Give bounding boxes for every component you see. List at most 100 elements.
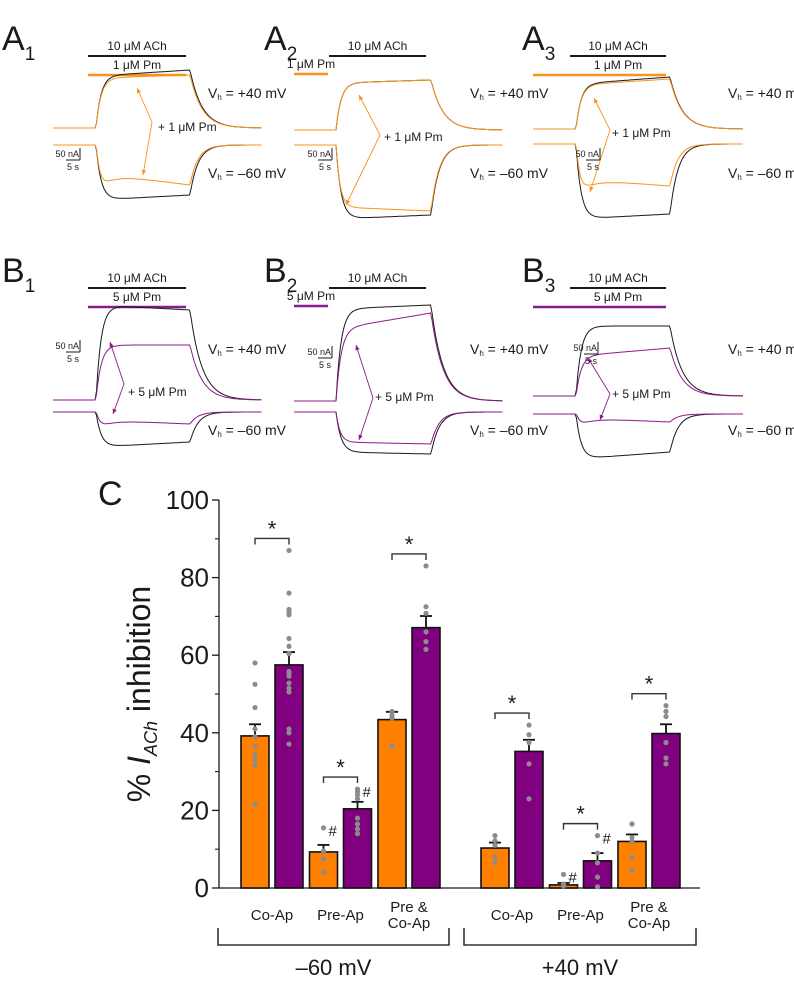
- pm-trace-plus40: [533, 78, 743, 130]
- data-point: [354, 815, 361, 821]
- group-label: +40 mV: [542, 955, 619, 980]
- vh-subscript: h: [737, 93, 741, 102]
- vh-subscript: h: [217, 430, 221, 439]
- panel-label: B1: [2, 252, 35, 297]
- scale-time-label: 5 s: [585, 356, 598, 366]
- pm-trace-plus40: [294, 312, 503, 402]
- data-point: [354, 821, 361, 827]
- category-pre-ap: # # * Pre-Ap: [308, 755, 373, 924]
- vh-value: = –60 mV: [484, 422, 549, 438]
- vh-value: = +40 mV: [222, 85, 287, 101]
- ach-application-label: 10 μM ACh: [348, 39, 408, 53]
- vh-value: = +40 mV: [742, 85, 794, 101]
- annotation-arrow-down: [589, 129, 611, 193]
- pm-trace-minus60: [533, 143, 743, 187]
- panel-label-subscript: 2: [287, 276, 298, 297]
- significance-star: *: [508, 691, 517, 716]
- scale-time-label: 5 s: [319, 360, 332, 370]
- pm-effect-annotation: + 5 μM Pm: [612, 387, 671, 401]
- bar-group-minus60: *Co-Ap##*Pre-Ap*Pre &Co-Ap–60 mV: [217, 516, 450, 980]
- panel-label: A1: [2, 20, 35, 65]
- arrowhead-icon: [588, 358, 593, 364]
- vh-subscript: h: [737, 430, 741, 439]
- category-label: Co-Ap: [251, 907, 294, 924]
- pm-application-label: 1 μM Pm: [287, 57, 335, 71]
- data-point: [629, 821, 635, 827]
- data-point: [663, 755, 669, 761]
- vh-subscript: h: [217, 93, 221, 102]
- ach-application-label: 10 μM ACh: [107, 271, 167, 285]
- vh-value: = +40 mV: [222, 341, 287, 357]
- vh-subscript: h: [479, 173, 483, 182]
- hash-significance-marker: #: [329, 823, 338, 840]
- scale-current-label: 50 nA: [55, 149, 79, 159]
- annotation-arrow-up: [587, 357, 611, 395]
- data-point: [252, 726, 258, 732]
- panel-label-subscript: 3: [545, 276, 556, 297]
- significance-bracket: [322, 776, 359, 784]
- category-pre-co-ap: * Pre &Co-Ap: [377, 532, 441, 932]
- ach-application-label: 10 μM ACh: [588, 271, 648, 285]
- data-point: [286, 685, 292, 691]
- vh-value: = –60 mV: [484, 165, 549, 181]
- data-point: [286, 612, 292, 618]
- pm-effect-annotation: + 1 μM Pm: [158, 120, 217, 134]
- category-co-ap: * Co-Ap: [240, 516, 304, 924]
- annotation-arrow-up: [136, 87, 153, 123]
- vh-plus40-label: Vh = +40 mV: [470, 341, 549, 358]
- data-point: [629, 867, 635, 874]
- vh-plus40-label: Vh = +40 mV: [470, 85, 549, 102]
- category-label: Co-Ap: [491, 907, 534, 924]
- trace-panel-a3: A3 10 μM ACh 1 μM Pm + 1 μM Pm Vh = +40 mV Vh…: [522, 20, 794, 218]
- data-point: [492, 838, 498, 844]
- data-point: [492, 854, 498, 860]
- data-point: [286, 651, 292, 657]
- vh-subscript: h: [479, 93, 483, 102]
- pm-trace-plus40: [53, 344, 262, 401]
- vh-minus60-label: Vh = –60 mV: [208, 422, 287, 439]
- vh-value: = –60 mV: [742, 422, 794, 438]
- data-point: [423, 629, 429, 635]
- vh-minus60-label: Vh = –60 mV: [208, 165, 287, 182]
- category-label: Pre &: [390, 899, 428, 916]
- data-point: [594, 860, 601, 866]
- y-tick-label: 40: [180, 718, 209, 748]
- data-point: [252, 681, 258, 687]
- pm-application-label: 5 μM Pm: [113, 290, 161, 304]
- data-point: [354, 826, 361, 832]
- arrowhead-icon: [589, 186, 594, 192]
- data-point: [354, 796, 361, 802]
- annotation-arrow-down: [112, 383, 125, 415]
- data-point: [492, 833, 498, 839]
- data-point: [526, 732, 532, 738]
- vh-subscript: h: [737, 173, 741, 182]
- y-axis-label-subscript: ACh: [141, 721, 161, 757]
- data-point: [663, 739, 669, 746]
- data-point: [629, 854, 635, 860]
- data-point: [286, 590, 292, 596]
- hash-significance-marker: #: [569, 869, 578, 886]
- y-axis-label-italic: I: [121, 756, 157, 765]
- data-point: [252, 660, 258, 666]
- control-trace-plus40: [533, 325, 743, 397]
- vh-subscript: h: [479, 430, 483, 439]
- data-point: [663, 761, 669, 767]
- pm-application-label: 5 μM Pm: [287, 289, 335, 303]
- pm-trace-minus60: [53, 144, 262, 186]
- data-point: [320, 869, 327, 876]
- data-point: [320, 825, 327, 831]
- arrowhead-icon: [358, 434, 363, 440]
- y-tick-label: 60: [180, 640, 209, 670]
- vh-subscript: h: [479, 349, 483, 358]
- panel-label-subscript: 3: [545, 44, 556, 65]
- data-point: [320, 848, 327, 854]
- scale-current-label: 50 nA: [575, 149, 599, 159]
- scale-time-label: 5 s: [67, 354, 80, 364]
- bar: [480, 847, 510, 889]
- category-label: Pre-Ap: [557, 907, 604, 924]
- panel-label: A3: [522, 20, 555, 65]
- y-tick-label: 20: [180, 795, 209, 825]
- pm-trace-minus60: [294, 144, 503, 212]
- bar-chart-panel-c: C 0 20 40 60 80 100 % IACh inhibition * Co-Ap # # * P…: [98, 475, 700, 980]
- group-bracket: [217, 928, 450, 946]
